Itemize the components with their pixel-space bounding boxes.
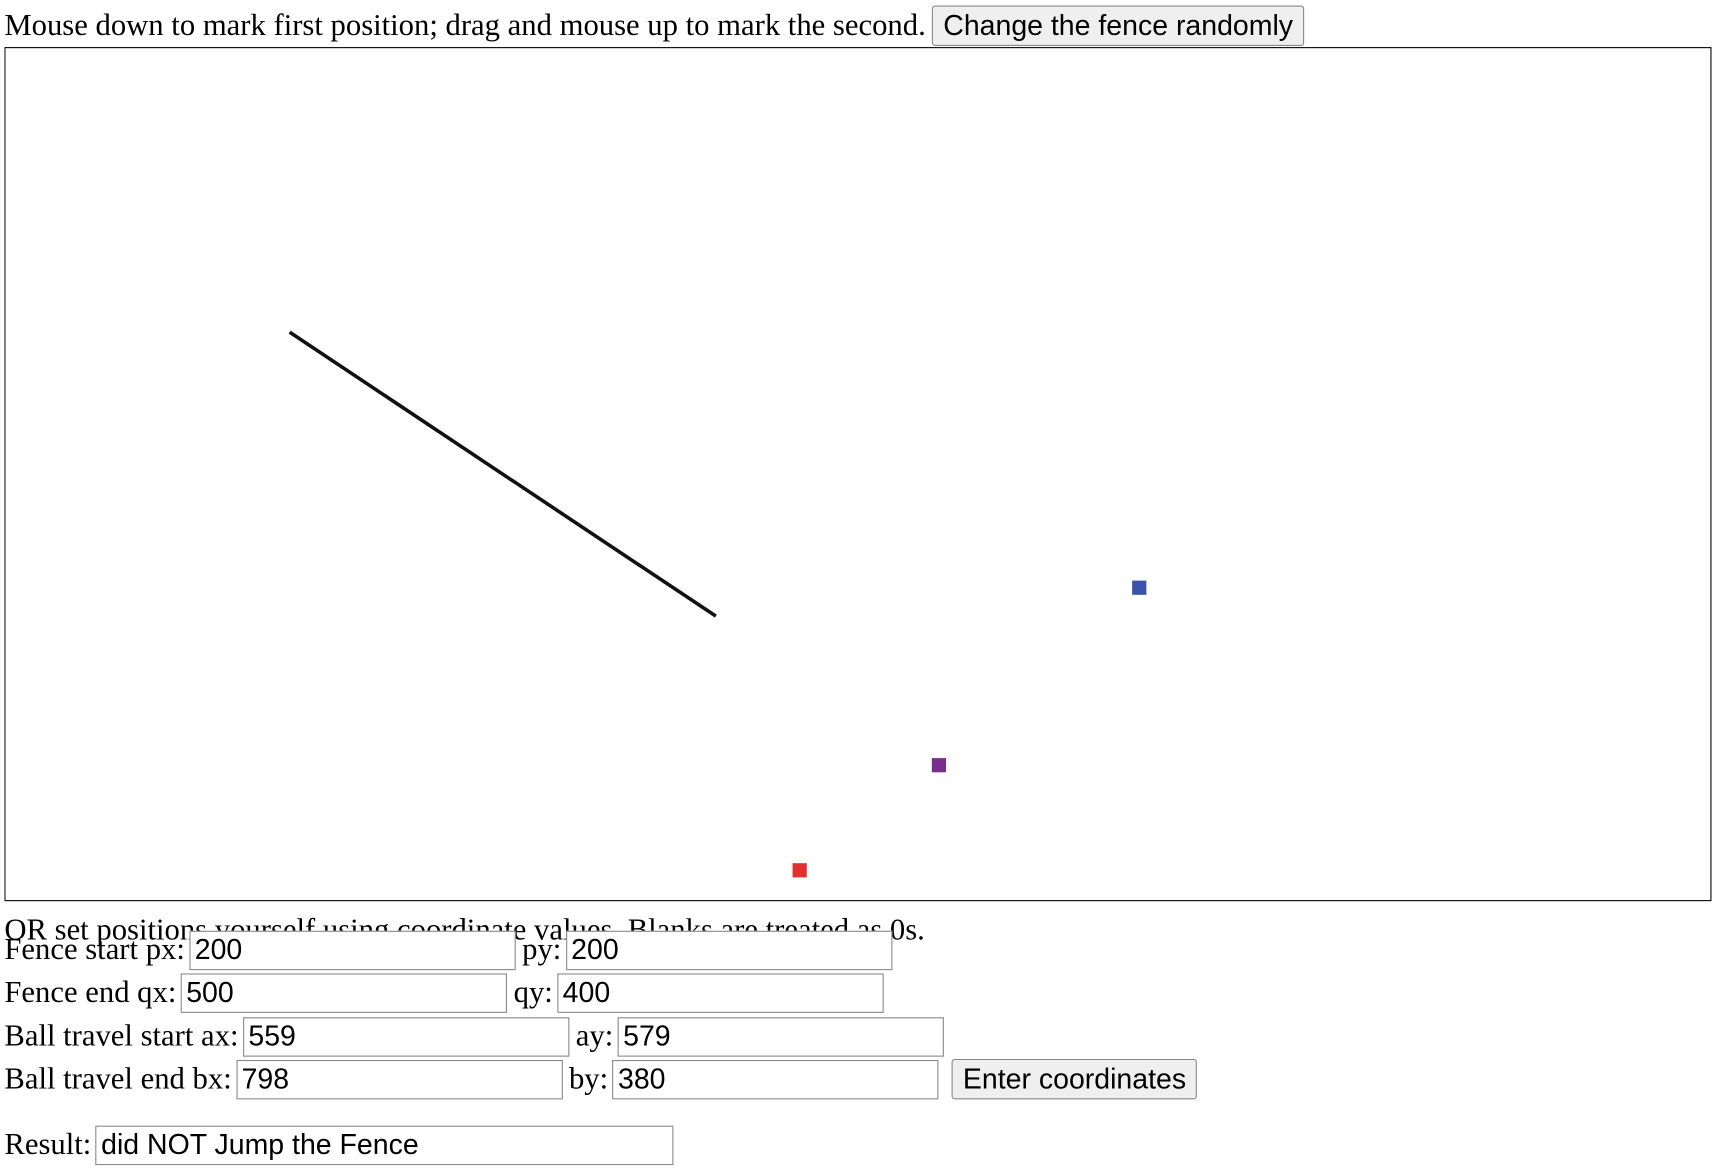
result-row: Result:	[4, 1123, 680, 1166]
marker	[931, 758, 947, 773]
coord-row: Ball travel start ax: ay:	[4, 1015, 950, 1058]
canvas[interactable]	[4, 47, 1712, 902]
instructions: Mouse down to mark first position; drag …	[4, 8, 926, 43]
field-label: by:	[568, 1061, 609, 1096]
coord-field[interactable]	[612, 1059, 939, 1099]
result-label: Result:	[4, 1127, 92, 1162]
field-label: Ball travel end bx:	[4, 1061, 232, 1096]
coord-row: Ball travel end bx: by: Enter coordinates	[4, 1058, 1198, 1101]
coord-row: Fence end qx: qy:	[4, 971, 890, 1014]
field-label: Fence end qx:	[4, 975, 177, 1010]
randomize-button[interactable]: Change the fence randomly	[932, 5, 1304, 46]
coord-field[interactable]	[180, 972, 508, 1013]
coord-row: Fence start px: py:	[4, 929, 898, 972]
field-label: ay:	[575, 1018, 614, 1053]
result-field[interactable]	[95, 1125, 674, 1165]
coord-field[interactable]	[242, 1016, 570, 1057]
coord-field[interactable]	[557, 972, 884, 1013]
field-label: Fence start px:	[4, 932, 185, 967]
enter-button[interactable]: Enter coordinates	[951, 1058, 1198, 1100]
ball-end	[1132, 580, 1147, 595]
fence	[288, 330, 717, 618]
ball-start	[792, 863, 807, 878]
coord-field[interactable]	[565, 930, 893, 970]
field-label: qy:	[513, 975, 553, 1010]
header-row: Mouse down to mark first position; drag …	[4, 4, 1304, 47]
coord-field[interactable]	[617, 1016, 944, 1057]
field-label: Ball travel start ax:	[4, 1018, 239, 1053]
coord-field[interactable]	[236, 1059, 563, 1099]
field-label: py:	[522, 932, 562, 967]
coord-field[interactable]	[189, 930, 516, 970]
